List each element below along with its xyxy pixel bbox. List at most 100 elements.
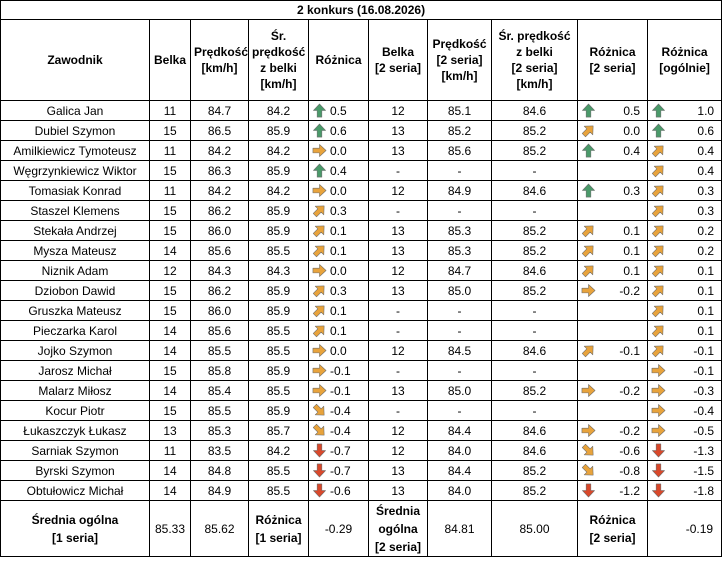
table-row: Dubiel Szymon 15 86.5 85.9 0.6 13 85.2 85.2 0.0 0…	[0, 120, 722, 141]
avg-speed-2: -	[491, 360, 578, 381]
diff-total-value: -1.3	[693, 443, 715, 458]
speed-2: 85.1	[427, 100, 492, 121]
speed-2: -	[427, 320, 492, 341]
diff-2-value: -1.2	[619, 483, 640, 498]
competitor-name: Mysza Mateusz	[0, 240, 150, 261]
diff: -0.7	[308, 440, 369, 461]
arrow-right-icon	[312, 183, 327, 198]
diff-total-value: -0.4	[693, 403, 715, 418]
diff-total: 0.1	[646, 320, 722, 341]
diff-2: -0.2	[577, 420, 648, 441]
diff-value: 0.1	[330, 323, 347, 338]
diff-total: 0.3	[646, 180, 722, 201]
table-row: Mysza Mateusz 14 85.6 85.5 0.1 13 85.3 85.2 0.1 0…	[0, 240, 722, 261]
arrow-down-icon	[651, 463, 666, 478]
avg-speed-2: 85.2	[491, 280, 578, 301]
competitor-name: Sarniak Szymon	[0, 440, 150, 461]
competitor-name: Jojko Szymon	[0, 340, 150, 361]
arrow-down-icon	[312, 463, 327, 478]
speed: 86.2	[190, 200, 249, 221]
header-belka: Belka	[149, 19, 191, 101]
arrow-up-right-icon	[581, 243, 596, 258]
speed: 84.2	[190, 140, 249, 161]
avg-speed: 84.2	[248, 100, 309, 121]
speed: 84.3	[190, 260, 249, 281]
belka-2: 12	[368, 180, 428, 201]
table-row: Byrski Szymon 14 84.8 85.5 -0.7 13 84.4 85.2 -0.…	[0, 460, 722, 481]
diff-value: 0.1	[330, 303, 347, 318]
diff-total: 0.4	[646, 160, 722, 181]
header-speed: Prędkość [km/h]	[190, 19, 249, 101]
diff: -0.1	[308, 380, 369, 401]
header-row: Zawodnik Belka Prędkość [km/h] Śr. prędkoś…	[0, 19, 722, 101]
diff-total-value: 0.1	[697, 263, 715, 278]
diff-total-value: 0.4	[697, 143, 715, 158]
diff-value: 0.3	[330, 203, 347, 218]
avg-speed: 85.9	[248, 120, 309, 141]
table-row: Kocur Piotr 15 85.5 85.9 -0.4- - - -0.4	[0, 400, 722, 421]
diff-total-value: 0.1	[697, 303, 715, 318]
diff: 0.1	[308, 300, 369, 321]
arrow-down-right-icon	[312, 403, 327, 418]
avg-speed: 84.2	[248, 140, 309, 161]
diff-total-value: 0.2	[697, 223, 715, 238]
avg-speed: 85.5	[248, 320, 309, 341]
speed-2: -	[427, 200, 492, 221]
arrow-right-icon	[312, 143, 327, 158]
diff: 0.5	[308, 100, 369, 121]
arrow-right-icon	[651, 403, 666, 418]
diff: -0.4	[308, 400, 369, 421]
arrow-up-icon	[581, 143, 596, 158]
avg-speed-2: -	[491, 320, 578, 341]
diff-2	[577, 360, 648, 381]
diff: -0.1	[308, 360, 369, 381]
diff: 0.4	[308, 160, 369, 181]
belka: 15	[149, 400, 191, 421]
belka: 11	[149, 180, 191, 201]
diff-value: 0.5	[330, 103, 347, 118]
diff-value: -0.6	[330, 483, 351, 498]
arrow-up-icon	[581, 103, 596, 118]
diff-2	[577, 300, 648, 321]
diff: 0.0	[308, 340, 369, 361]
diff-total: 0.1	[646, 260, 722, 281]
arrow-right-icon	[651, 383, 666, 398]
belka: 15	[149, 360, 191, 381]
avg-speed-2: 85.2	[491, 240, 578, 261]
speed: 84.8	[190, 460, 249, 481]
diff-2: 0.4	[577, 140, 648, 161]
diff-2-value: -0.1	[619, 343, 640, 358]
speed: 86.0	[190, 220, 249, 241]
diff-value: -0.1	[330, 363, 351, 378]
diff-2: -0.19	[646, 500, 722, 557]
header-name: Zawodnik	[0, 19, 150, 101]
arrow-up-right-icon	[651, 203, 666, 218]
competitor-name: Dziobon Dawid	[0, 280, 150, 301]
diff-value: 0.6	[330, 123, 347, 138]
diff-2: -0.2	[577, 280, 648, 301]
diff-1: -0.29	[308, 500, 369, 557]
avg-speed-2: -	[491, 160, 578, 181]
avg-speed: 84.3	[248, 260, 309, 281]
header-belka-2: Belka [2 seria]	[368, 19, 428, 101]
arrow-right-icon	[312, 363, 327, 378]
avg-label-1: Średnia ogólna [1 seria]	[0, 500, 150, 557]
diff-2: -1.2	[577, 480, 648, 501]
avg-label-2: Średnia ogólna [2 seria]	[368, 500, 428, 557]
arrow-down-right-icon	[581, 443, 596, 458]
belka-2: 12	[368, 420, 428, 441]
speed-2: 85.0	[427, 280, 492, 301]
diff: 0.3	[308, 280, 369, 301]
arrow-up-right-icon	[312, 223, 327, 238]
diff-total: -0.4	[646, 400, 722, 421]
diff-total: -1.5	[646, 460, 722, 481]
diff-value: -0.7	[330, 443, 351, 458]
arrow-right-icon	[581, 383, 596, 398]
diff-total: 0.3	[646, 200, 722, 221]
arrow-up-right-icon	[581, 223, 596, 238]
speed-2: 84.4	[427, 420, 492, 441]
diff-2: 0.3	[577, 180, 648, 201]
competitor-name: Amilkiewicz Tymoteusz	[0, 140, 150, 161]
speed-2: 85.3	[427, 240, 492, 261]
